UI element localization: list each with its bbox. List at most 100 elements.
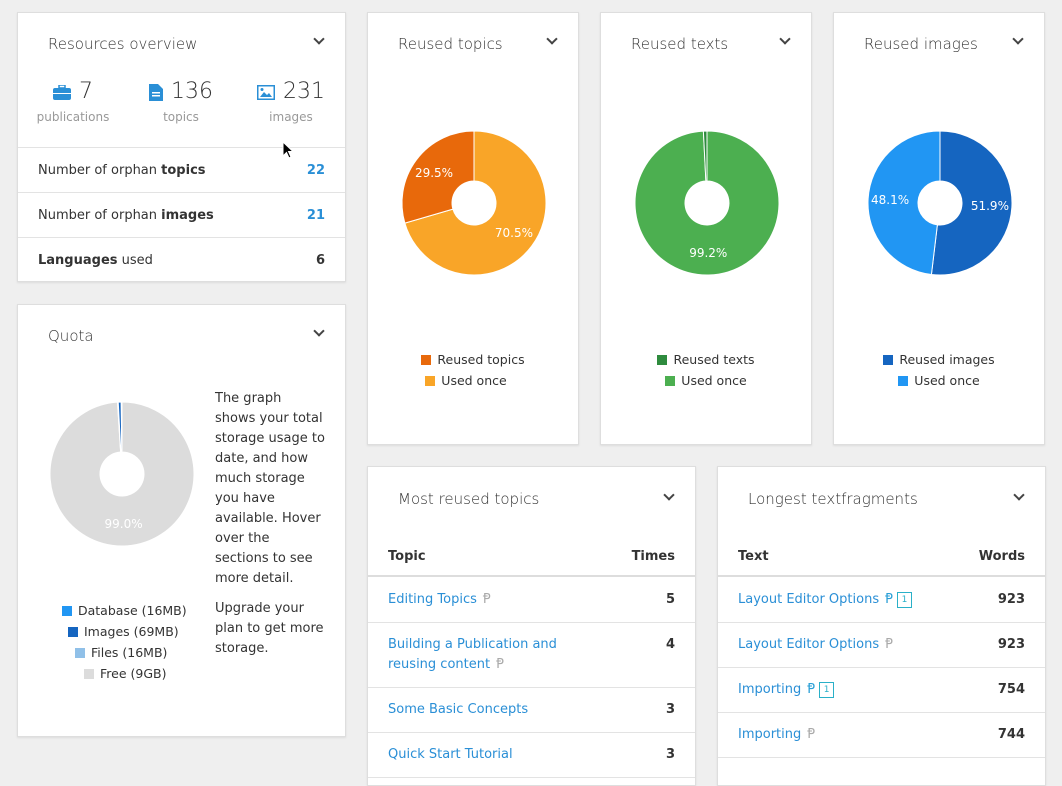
- text-link[interactable]: Layout Editor Options Ᵽ: [738, 637, 893, 652]
- table-row: Editing Topics Ᵽ 5: [368, 578, 695, 623]
- topic-link[interactable]: Quick Start Tutorial: [388, 747, 513, 762]
- stat-label: publications: [36, 110, 110, 124]
- topic-link[interactable]: Some Basic Concepts: [388, 702, 529, 717]
- chevron-down-icon[interactable]: [313, 33, 325, 45]
- fork-icon: Ᵽ: [807, 727, 816, 742]
- row-label: Number of orphan: [38, 162, 162, 178]
- slice-label: 99.0%: [105, 517, 143, 531]
- fork-icon: Ᵽ: [885, 637, 893, 652]
- row-label: Number of orphan: [38, 207, 162, 223]
- fork-icon: Ᵽ: [482, 592, 491, 607]
- column-header-words[interactable]: Words: [978, 548, 1025, 564]
- column-header-text[interactable]: Text: [738, 548, 769, 564]
- stat-publications: 7 publications: [28, 79, 118, 124]
- table-row: Building a Publication and reusing conte…: [368, 623, 695, 688]
- legend-label: Images (69MB): [84, 624, 179, 639]
- times-value: 5: [665, 592, 675, 607]
- pie-slice[interactable]: [634, 130, 780, 276]
- column-header-topic[interactable]: Topic: [388, 548, 426, 564]
- legend-swatch: [62, 606, 72, 616]
- text-link[interactable]: Importing Ᵽ 1: [738, 680, 835, 700]
- count-badge: 1: [819, 682, 835, 698]
- chevron-down-icon[interactable]: [1013, 489, 1025, 501]
- chevron-down-icon[interactable]: [546, 33, 558, 45]
- card-title: Resources overview: [48, 35, 198, 53]
- stat-label: topics: [163, 110, 199, 124]
- text-link[interactable]: Layout Editor Options Ᵽ 1: [738, 590, 912, 610]
- stat-value: 7: [79, 79, 93, 104]
- words-value: 754: [997, 682, 1025, 697]
- chevron-down-icon[interactable]: [313, 325, 325, 337]
- fork-icon: Ᵽ: [807, 682, 816, 697]
- legend-label: Database (16MB): [78, 603, 187, 618]
- row-label: used: [117, 252, 153, 268]
- legend-label: Used once: [441, 373, 507, 388]
- orphan-images-row[interactable]: Number of orphan images 21: [18, 192, 345, 237]
- table-header: Topic Times: [368, 537, 695, 577]
- table-row: Layout Editor Options Ᵽ 1 923: [718, 578, 1045, 623]
- pie-slice[interactable]: [401, 130, 475, 224]
- legend-label: Reused texts: [673, 352, 755, 367]
- text-link[interactable]: Importing Ᵽ: [738, 727, 816, 742]
- orphan-images-count[interactable]: 21: [306, 207, 325, 223]
- legend-item: Reused topics: [368, 352, 578, 367]
- stat-images: 231 images: [246, 79, 336, 124]
- pie-slice[interactable]: [702, 130, 708, 182]
- stat-value: 231: [283, 79, 325, 104]
- most-reused-topics-card: Most reused topics Topic Times Editing To…: [367, 466, 696, 786]
- mouse-cursor-icon: [282, 141, 294, 159]
- legend-swatch: [421, 355, 432, 365]
- topic-link[interactable]: Building a Publication and reusing conte…: [388, 637, 557, 672]
- legend-item: Database (16MB): [62, 603, 187, 618]
- topic-link[interactable]: Editing Topics Ᵽ: [388, 592, 491, 607]
- legend-item: Files (16MB): [62, 645, 187, 660]
- table-row: Some Basic Concepts 3: [368, 688, 695, 733]
- pie-slice[interactable]: [120, 401, 123, 453]
- legend-swatch: [68, 627, 78, 637]
- reused-texts-card: Reused texts 99.2% Reused texts Used onc…: [600, 12, 812, 445]
- quota-pie-chart[interactable]: 99.0%: [42, 394, 202, 554]
- legend-label: Used once: [681, 373, 747, 388]
- reused-texts-pie-chart[interactable]: 99.2%: [627, 123, 787, 283]
- stat-topics: 136 topics: [136, 79, 226, 124]
- resources-overview-card: Resources overview 7 publications 136 to…: [17, 12, 346, 282]
- chart-legend: Reused images Used once: [834, 352, 1044, 394]
- legend-label: Free (9GB): [100, 666, 167, 681]
- quota-legend: Database (16MB) Images (69MB) Files (16M…: [62, 603, 187, 681]
- legend-item: Used once: [834, 373, 1044, 388]
- times-value: 3: [665, 702, 675, 717]
- quota-description: The graph shows your total storage usage…: [215, 391, 325, 586]
- chevron-down-icon[interactable]: [779, 33, 791, 45]
- slice-label: 51.9%: [971, 199, 1009, 213]
- slice-label: 99.2%: [689, 246, 727, 260]
- legend-item: Used once: [601, 373, 811, 388]
- orphan-topics-count[interactable]: 22: [306, 162, 325, 178]
- times-value: 4: [665, 637, 675, 652]
- card-title: Most reused topics: [398, 490, 540, 508]
- chart-legend: Reused topics Used once: [368, 352, 578, 394]
- slice-label: 48.1%: [871, 193, 909, 207]
- pie-slice[interactable]: [930, 130, 1013, 276]
- column-header-times[interactable]: Times: [631, 548, 675, 564]
- card-title: Reused texts: [631, 35, 729, 53]
- words-value: 744: [997, 727, 1025, 742]
- chevron-down-icon[interactable]: [663, 489, 675, 501]
- legend-swatch: [665, 376, 676, 386]
- row-label-bold: topics: [161, 162, 206, 178]
- pie-slice[interactable]: [404, 130, 547, 276]
- row-label-bold: images: [161, 207, 214, 223]
- chevron-down-icon[interactable]: [1012, 33, 1024, 45]
- orphan-topics-row[interactable]: Number of orphan topics 22: [18, 147, 345, 192]
- table-row: Importing Ᵽ 1 754: [718, 668, 1045, 713]
- table-row: Importing Ᵽ 744: [718, 713, 1045, 758]
- card-title: Quota: [48, 327, 94, 345]
- reused-topics-pie-chart[interactable]: 70.5% 29.5%: [394, 123, 554, 283]
- legend-label: Used once: [914, 373, 980, 388]
- chart-legend: Reused texts Used once: [601, 352, 811, 394]
- pie-slice[interactable]: [49, 401, 195, 547]
- pie-slice[interactable]: [867, 130, 941, 276]
- stat-value: 136: [171, 79, 213, 104]
- reused-images-pie-chart[interactable]: 51.9% 48.1%: [860, 123, 1020, 283]
- table-row: Layout Editor Options Ᵽ 923: [718, 623, 1045, 668]
- legend-swatch: [657, 355, 668, 365]
